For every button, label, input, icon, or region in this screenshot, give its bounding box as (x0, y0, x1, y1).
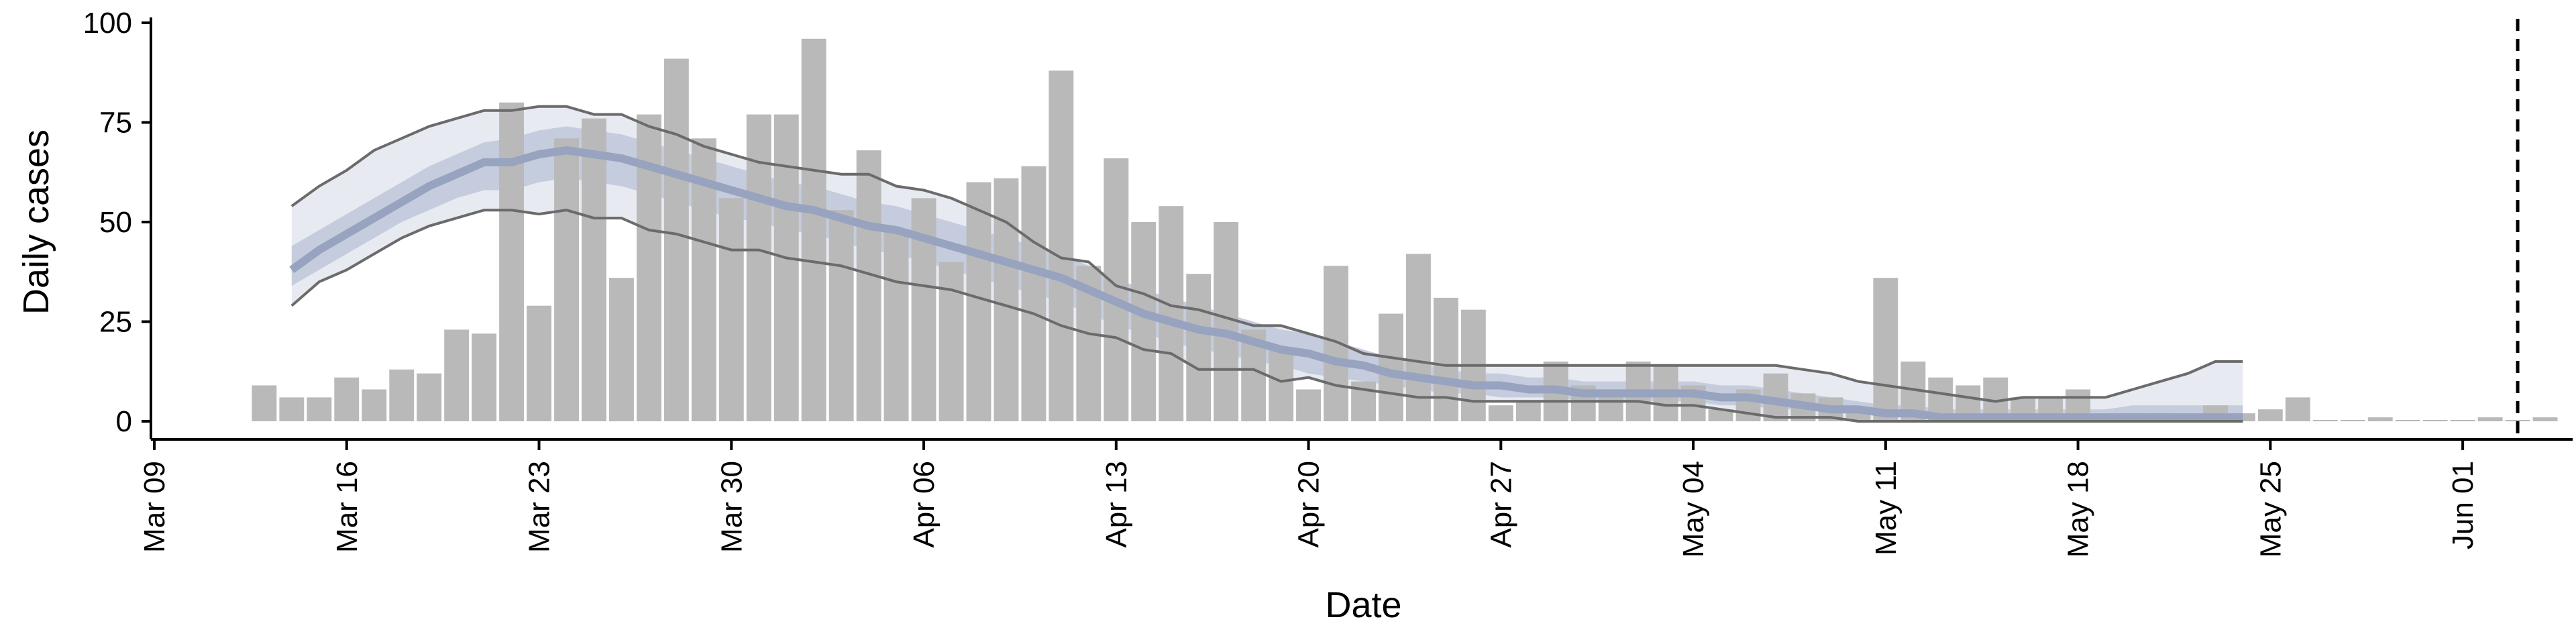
bar-76 (2341, 420, 2365, 421)
bar-21 (829, 210, 854, 421)
y-axis-title: Daily cases (16, 129, 56, 315)
bar-43 (1434, 298, 1458, 421)
bar-0 (252, 386, 276, 422)
bar-4 (362, 390, 386, 422)
bar-31 (1104, 158, 1128, 421)
y-tick-label-2: 50 (99, 206, 132, 239)
bar-59 (1873, 278, 1898, 421)
bar-26 (967, 182, 991, 421)
x-tick-label-0: Mar 09 (138, 461, 171, 553)
x-tick-label-7: Apr 27 (1485, 461, 1517, 548)
bar-9 (499, 103, 524, 421)
bar-83 (2533, 417, 2558, 421)
y-tick-label-1: 25 (99, 306, 132, 339)
bar-10 (527, 306, 551, 421)
bar-25 (939, 262, 964, 421)
bar-39 (1324, 266, 1348, 421)
bar-15 (664, 59, 689, 422)
x-tick-label-12: Jun 01 (2447, 461, 2479, 549)
bar-22 (857, 150, 881, 421)
bar-12 (582, 119, 606, 421)
x-tick-label-5: Apr 13 (1100, 461, 1133, 548)
x-tick-label-9: May 11 (1870, 461, 1902, 555)
y-tick-label-4: 100 (83, 7, 132, 40)
bar-17 (719, 198, 744, 421)
bar-11 (554, 138, 579, 421)
bar-5 (389, 370, 414, 421)
x-axis-title: Date (1325, 585, 1401, 625)
x-tick-label-2: Mar 23 (523, 461, 556, 553)
bar-82 (2506, 420, 2530, 421)
bar-28 (1022, 166, 1046, 421)
x-tick-label-4: Apr 06 (908, 461, 941, 548)
x-tick-label-3: Mar 30 (715, 461, 748, 553)
bar-78 (2396, 420, 2420, 421)
bar-19 (774, 115, 799, 421)
bar-73 (2258, 409, 2283, 421)
bar-81 (2478, 417, 2503, 421)
x-ticks: Mar 09 Mar 16 Mar 23 Mar 30 Apr 06 Apr 13 Apr … (138, 439, 2479, 557)
bar-79 (2423, 420, 2448, 421)
y-ticks: 0 25 50 75 100 (83, 7, 151, 438)
x-tick-label-10: May 18 (2062, 461, 2095, 557)
bar-35 (1214, 222, 1238, 421)
bar-45 (1489, 405, 1513, 421)
bar-1 (279, 397, 304, 421)
bar-6 (417, 374, 441, 421)
bar-33 (1159, 206, 1183, 421)
bar-74 (2286, 397, 2310, 421)
y-tick-label-0: 0 (116, 405, 132, 438)
bar-38 (1296, 390, 1321, 422)
bar-29 (1049, 70, 1073, 421)
bar-75 (2313, 420, 2338, 421)
bar-2 (307, 397, 331, 421)
bar-34 (1186, 274, 1211, 421)
bar-13 (609, 278, 634, 421)
bar-32 (1131, 222, 1156, 421)
bar-3 (334, 378, 359, 421)
bar-46 (1516, 401, 1541, 421)
bar-80 (2451, 420, 2475, 421)
x-tick-label-6: Apr 20 (1293, 461, 1326, 548)
bar-27 (994, 178, 1019, 421)
bar-37 (1269, 350, 1293, 421)
x-tick-label-8: May 04 (1677, 461, 1710, 557)
x-tick-label-11: May 25 (2254, 461, 2287, 557)
bar-23 (884, 230, 909, 421)
bar-7 (444, 329, 469, 421)
bar-77 (2368, 417, 2393, 421)
x-tick-label-1: Mar 16 (331, 461, 364, 553)
bar-8 (472, 333, 496, 421)
bar-20 (802, 39, 826, 421)
y-tick-label-3: 75 (99, 107, 132, 140)
